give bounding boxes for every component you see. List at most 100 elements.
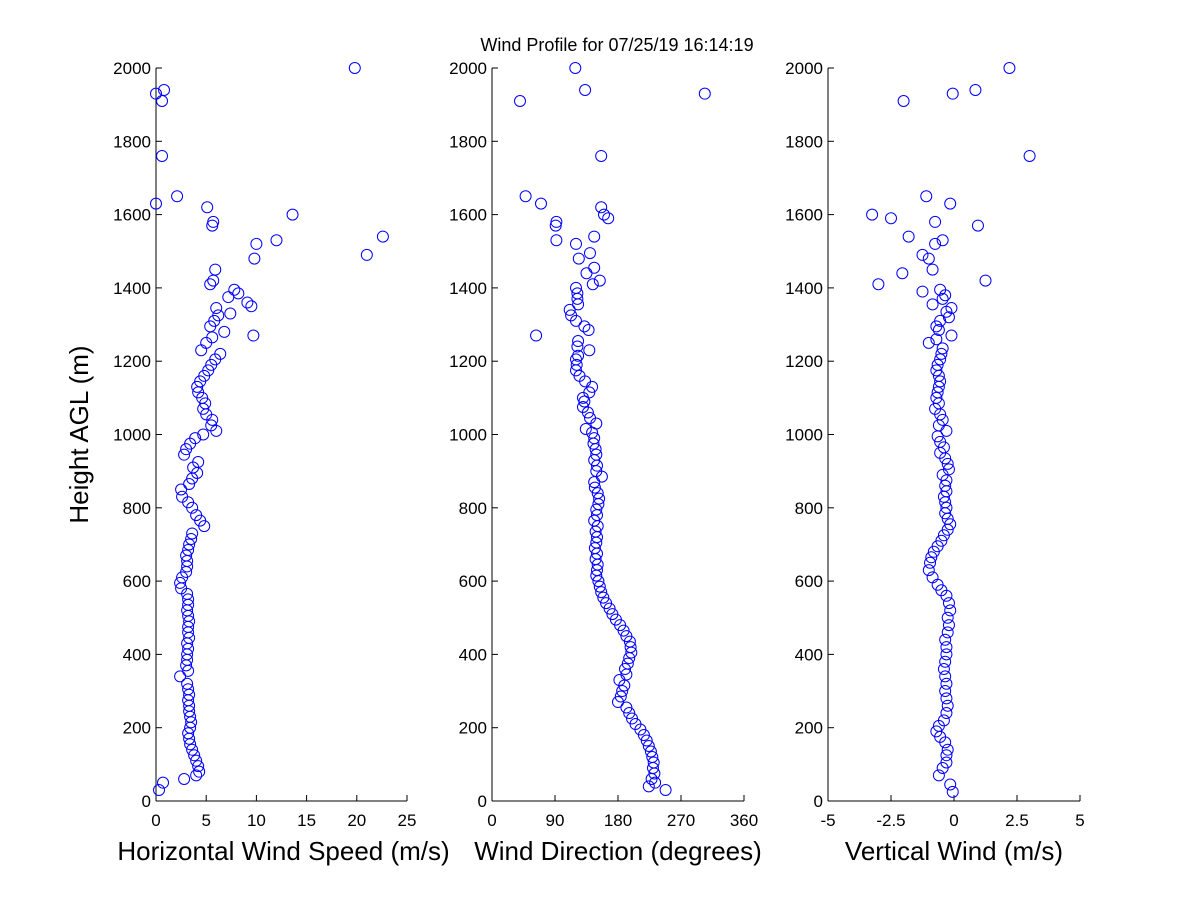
data-point xyxy=(897,94,910,107)
data-point xyxy=(584,247,596,260)
data-point xyxy=(583,386,596,399)
data-point xyxy=(1003,62,1016,74)
subplot-3: 0 200 400 600 800 1000 1200 1400 1600 1800 2000 -5 -… xyxy=(785,59,1085,866)
data-point xyxy=(940,501,953,514)
data-point xyxy=(620,701,633,714)
data-point xyxy=(623,707,636,720)
y-tick-label: 1400 xyxy=(785,279,823,298)
data-point xyxy=(248,252,261,265)
data-point xyxy=(175,483,188,496)
y-tick-label: 1600 xyxy=(113,206,151,225)
data-point xyxy=(572,252,585,265)
x-tick-label: 5 xyxy=(201,811,210,830)
y-tick-label: 2000 xyxy=(785,59,823,78)
data-point xyxy=(620,630,633,643)
data-point xyxy=(646,751,659,764)
data-point xyxy=(207,215,220,228)
data-point xyxy=(934,375,947,388)
data-point xyxy=(940,749,953,762)
data-point xyxy=(595,149,608,162)
data-point xyxy=(192,760,205,773)
data-point xyxy=(942,619,955,632)
x-tick-label: 5 xyxy=(1075,811,1084,830)
data-point xyxy=(588,230,601,243)
x-axis-label: Wind Direction (degrees) xyxy=(474,836,762,866)
data-point xyxy=(916,248,929,261)
data-point xyxy=(586,278,599,291)
data-point xyxy=(241,296,254,309)
data-point xyxy=(183,538,196,551)
data-point xyxy=(930,364,943,377)
data-point xyxy=(626,712,638,725)
y-tick-label: 1000 xyxy=(785,426,823,445)
data-point xyxy=(941,457,954,470)
data-point xyxy=(936,292,949,305)
data-point xyxy=(642,740,655,753)
data-point xyxy=(191,380,204,393)
y-tick-label: 1200 xyxy=(113,352,151,371)
data-point xyxy=(192,455,205,468)
data-point xyxy=(940,648,953,661)
y-tick-label: 400 xyxy=(459,645,487,664)
data-point xyxy=(939,670,952,683)
data-point xyxy=(944,604,957,617)
data-point xyxy=(197,428,210,441)
x-axis-label: Horizontal Wind Speed (m/s) xyxy=(117,836,449,866)
data-point xyxy=(583,344,596,357)
data-point xyxy=(245,300,258,313)
data-point xyxy=(934,283,947,296)
data-point xyxy=(936,234,949,247)
data-point xyxy=(247,329,260,342)
data-point xyxy=(698,87,711,100)
data-point xyxy=(902,230,915,243)
y-tick-label: 600 xyxy=(123,572,151,591)
data-point xyxy=(595,586,608,599)
data-point xyxy=(937,714,950,727)
data-point xyxy=(250,237,263,250)
x-tick-label: 0 xyxy=(487,811,496,830)
data-point xyxy=(614,690,627,703)
x-tick-label: -5 xyxy=(820,811,835,830)
data-point xyxy=(896,267,909,280)
data-point xyxy=(582,324,595,337)
y-tick-label: 2000 xyxy=(449,59,487,78)
data-point xyxy=(941,743,954,756)
x-tick-label: 25 xyxy=(398,811,417,830)
subplot-2: 0 200 400 600 800 1000 1200 1400 1600 1800 2000 0 90… xyxy=(449,59,762,866)
data-point xyxy=(926,263,939,276)
data-point xyxy=(940,707,953,720)
data-point xyxy=(193,765,206,778)
data-point xyxy=(929,215,942,228)
data-point xyxy=(205,419,218,432)
data-point xyxy=(514,94,526,107)
data-point xyxy=(286,208,299,221)
data-point xyxy=(182,593,195,606)
data-points xyxy=(866,62,1036,798)
data-point xyxy=(936,342,949,355)
data-point xyxy=(930,333,943,346)
data-point xyxy=(156,149,169,162)
data-point xyxy=(932,769,945,782)
data-point xyxy=(550,215,563,228)
data-point xyxy=(579,83,592,96)
data-point xyxy=(929,237,942,250)
data-point xyxy=(593,274,606,287)
y-tick-label: 200 xyxy=(459,719,487,738)
data-point xyxy=(577,401,589,414)
data-point xyxy=(579,423,592,436)
x-tick-label: 0 xyxy=(151,811,160,830)
data-point xyxy=(642,780,655,793)
data-point xyxy=(571,340,584,353)
data-point xyxy=(924,556,937,569)
data-point xyxy=(931,358,944,371)
y-tick-label: 600 xyxy=(795,572,823,591)
data-point xyxy=(940,677,953,690)
data-point xyxy=(941,626,954,639)
data-point xyxy=(572,335,585,348)
data-point xyxy=(150,197,162,210)
data-point xyxy=(150,87,162,100)
data-point xyxy=(570,237,582,250)
data-point xyxy=(936,413,949,426)
data-point xyxy=(937,663,950,676)
